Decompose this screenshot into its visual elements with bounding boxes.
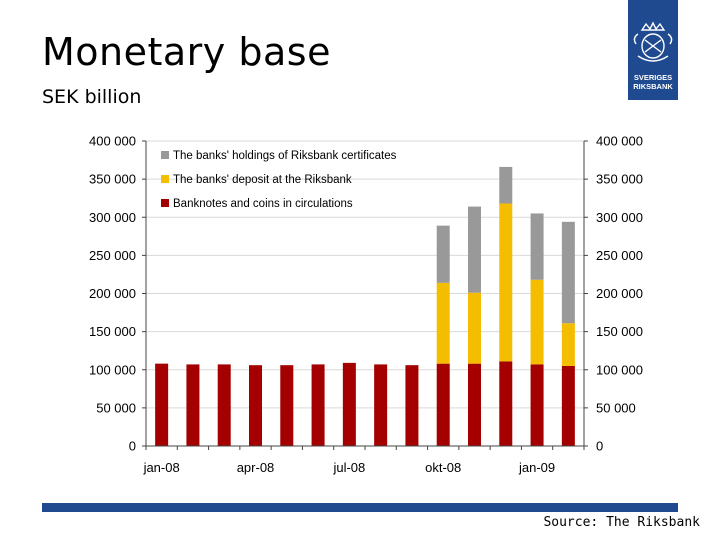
- legend-swatch-banknotes: [161, 199, 169, 207]
- bars-layer: [155, 166, 575, 446]
- bar-banknotes-nov-08: [468, 363, 481, 446]
- y-tick-label-right: 400 000: [596, 134, 643, 149]
- bar-banknotes-maj-08: [280, 365, 294, 446]
- bar-banknotes-sep-08: [405, 365, 419, 446]
- bar-banknotes-feb-09: [561, 365, 575, 446]
- legend-swatch-deposit: [161, 175, 169, 183]
- bar-certificates-okt-08: [436, 225, 450, 283]
- footer-bar: [42, 503, 678, 512]
- y-tick-label-right: 300 000: [596, 210, 643, 225]
- x-tick-label: jan-09: [518, 460, 555, 475]
- x-tick-label: jul-08: [332, 460, 365, 475]
- bar-deposit-jan-09: [530, 279, 544, 365]
- bar-banknotes-dec-08: [499, 361, 513, 446]
- x-tick-label: jan-08: [143, 460, 180, 475]
- y-tick-label-right: 150 000: [596, 324, 643, 339]
- legend-label-banknotes: Banknotes and coins in circulations: [173, 198, 353, 210]
- slide-title: Monetary base: [42, 30, 331, 74]
- slide-subtitle: SEK billion: [42, 86, 142, 108]
- monetary-base-chart: 0 0 50 000 50 000 100 000 100 000 150 000 150 0…: [89, 134, 643, 476]
- bar-deposit-okt-08: [436, 282, 450, 364]
- bar-certificates-jan-09: [530, 213, 544, 280]
- y-tick-label-left: 0: [129, 439, 136, 454]
- bar-banknotes-jan-08: [155, 363, 169, 446]
- y-tick-label-left: 350 000: [89, 172, 136, 187]
- y-tick-label-left: 250 000: [89, 248, 136, 263]
- logo-text-line2: RIKSBANK: [633, 82, 673, 91]
- y-tick-label-right: 100 000: [596, 362, 643, 377]
- legend-label-certificates: The banks' holdings of Riksbank certific…: [173, 150, 397, 162]
- bar-deposit-feb-09: [561, 323, 575, 366]
- axis-layer: 0 0 50 000 50 000 100 000 100 000 150 000 150 0…: [89, 134, 643, 476]
- bar-certificates-nov-08: [468, 206, 481, 293]
- y-tick-label-left: 100 000: [89, 362, 136, 377]
- bar-banknotes-jun-08: [311, 364, 325, 446]
- logo-text-line1: SVERIGES: [634, 73, 672, 82]
- bar-banknotes-mar-08: [217, 364, 231, 446]
- source-note: Source: The Riksbank: [543, 515, 700, 530]
- y-tick-label-left: 400 000: [89, 134, 136, 149]
- y-tick-label-left: 150 000: [89, 324, 136, 339]
- riksbank-logo: SVERIGES RIKSBANK: [628, 0, 678, 100]
- legend-label-deposit: The banks' deposit at the Riksbank: [173, 174, 352, 186]
- y-tick-label-right: 250 000: [596, 248, 643, 263]
- bar-deposit-dec-08: [499, 203, 513, 362]
- y-tick-label-left: 300 000: [89, 210, 136, 225]
- x-tick-label: okt-08: [425, 460, 461, 475]
- y-tick-label-left: 50 000: [96, 400, 136, 415]
- bar-banknotes-apr-08: [249, 365, 262, 446]
- y-tick-label-right: 50 000: [596, 400, 636, 415]
- grid-layer: [146, 140, 584, 447]
- riksbank-crest-icon: SVERIGES RIKSBANK: [633, 21, 673, 91]
- x-tick-label: apr-08: [237, 460, 275, 475]
- y-tick-label-left: 200 000: [89, 286, 136, 301]
- bar-banknotes-jul-08: [342, 362, 356, 446]
- bar-certificates-dec-08: [499, 166, 513, 204]
- y-tick-label-right: 200 000: [596, 286, 643, 301]
- bar-deposit-nov-08: [468, 292, 481, 364]
- bar-banknotes-aug-08: [374, 364, 388, 446]
- bar-certificates-feb-09: [561, 221, 575, 324]
- legend-swatch-certificates: [161, 151, 169, 159]
- bar-banknotes-okt-08: [436, 363, 450, 446]
- y-tick-label-right: 350 000: [596, 172, 643, 187]
- legend: The banks' holdings of Riksbank certific…: [161, 150, 397, 210]
- y-tick-label-right: 0: [596, 439, 603, 454]
- bar-banknotes-jan-09: [530, 364, 544, 446]
- bar-banknotes-feb-08: [186, 364, 200, 446]
